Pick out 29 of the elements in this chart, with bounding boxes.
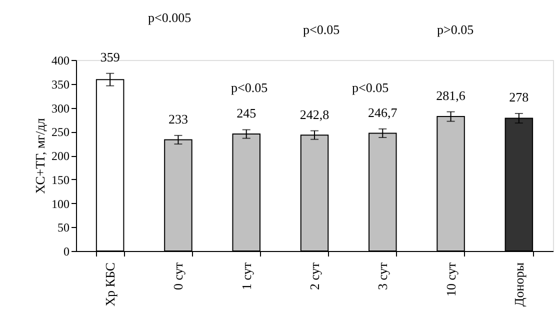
data-label: 278 [509,89,529,104]
x-tick-label: 2 сут [307,262,322,290]
y-tick-label: 250 [52,125,70,140]
annotation: p<0.05 [231,80,268,95]
y-tick-label: 300 [52,101,70,116]
y-tick-label: 350 [52,77,70,92]
text: p>0.05 [437,22,474,37]
y-axis-title: ХС+ТГ, мг/дл [32,118,48,194]
x-tick-label: 0 сут [170,262,186,290]
data-label: 242,8 [300,106,330,122]
y-tick-label: 50 [58,220,70,235]
y-tick-label: 200 [52,149,70,163]
data-label: 245 [236,106,256,121]
data-label: 359 [100,49,120,64]
annotation: p<0.05 [352,80,389,95]
y-tick-label: 100 [52,196,70,211]
y-tick-label: 0 [64,244,70,258]
data-label: 281,6 [436,88,466,103]
text: p<0.05 [303,22,340,37]
x-tick-label: 1 сут [238,262,254,290]
y-tick-label: 150 [52,172,70,187]
data-label: 233 [168,111,188,126]
x-tick-label: 10 сут [443,262,458,297]
text: p<0.005 [148,10,192,25]
data-label: 246,7 [368,104,398,120]
y-tick-label: 400 [52,54,70,68]
x-tick-label: 3 сут [375,262,390,290]
x-tick-label: Доноры [511,262,526,307]
x-tick-label: Хр КБС [102,262,118,306]
